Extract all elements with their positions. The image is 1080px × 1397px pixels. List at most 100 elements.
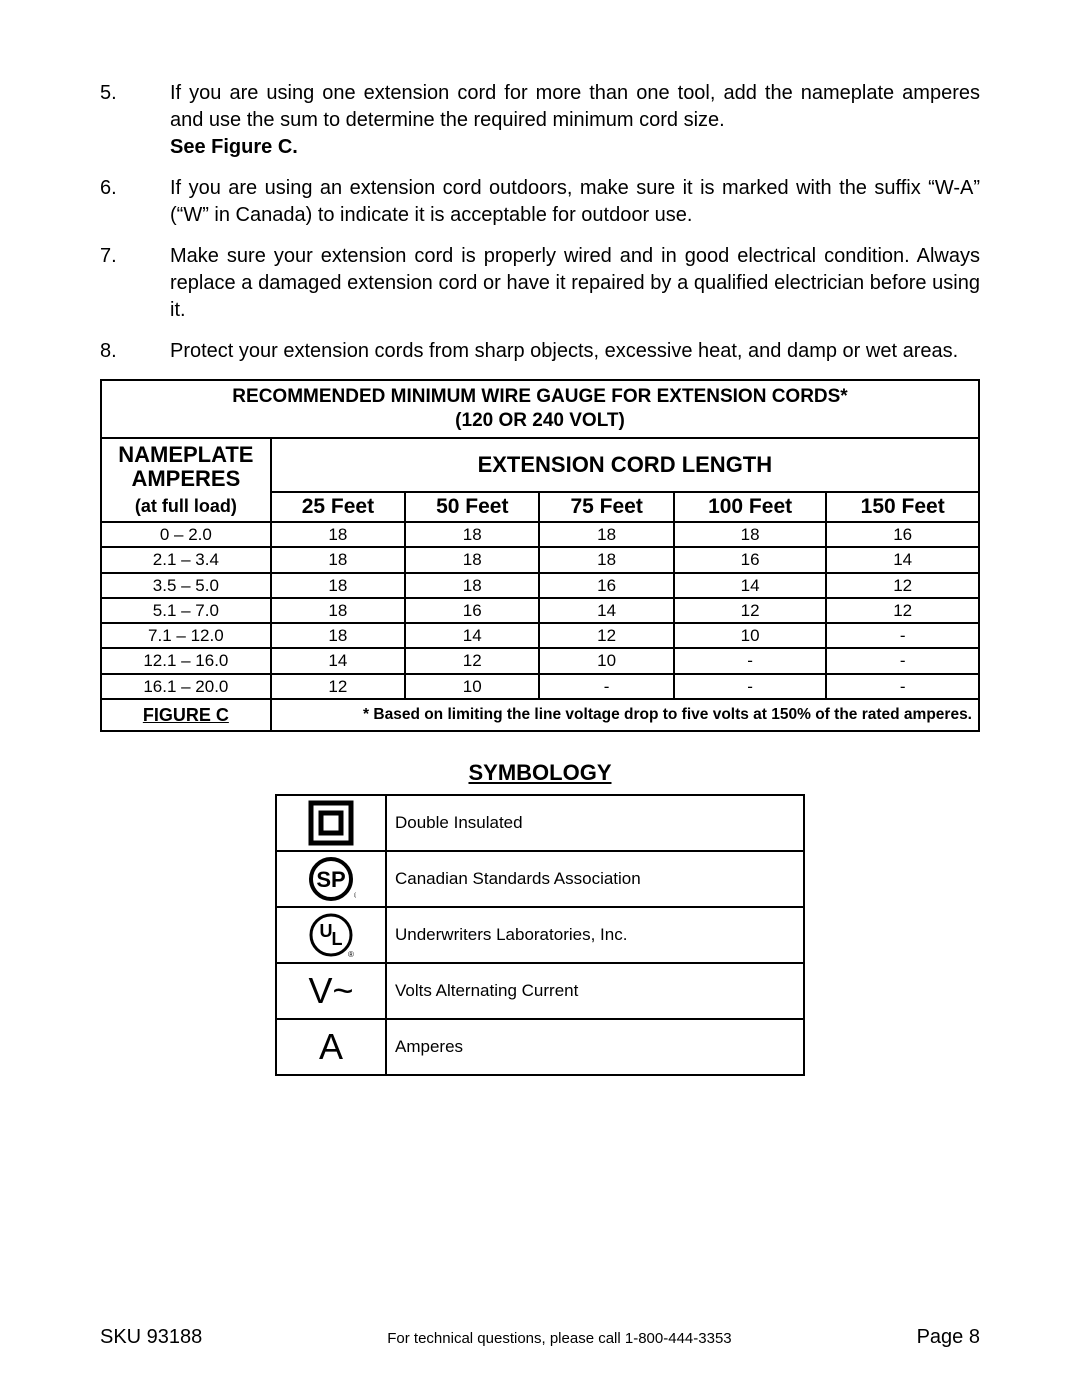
svg-text:®: ® (354, 891, 356, 900)
symbol-label: Amperes (386, 1019, 804, 1075)
table-row: 2.1 – 3.41818181614 (101, 547, 979, 572)
gauge-value: 10 (539, 648, 673, 673)
instruction-list: 5.If you are using one extension cord fo… (100, 80, 980, 365)
gauge-value: 12 (271, 674, 405, 699)
ul-icon: UL® (276, 907, 386, 963)
list-text: If you are using one extension cord for … (170, 80, 980, 161)
list-item: 6.If you are using an extension cord out… (100, 175, 980, 229)
gauge-value: 12 (674, 598, 827, 623)
gauge-value: 16 (826, 522, 979, 547)
gauge-value: 18 (674, 522, 827, 547)
gauge-value: 14 (405, 623, 539, 648)
gauge-value: - (674, 648, 827, 673)
gauge-value: 14 (271, 648, 405, 673)
symbology-row: UL®Underwriters Laboratories, Inc. (276, 907, 804, 963)
gauge-value: 18 (271, 573, 405, 598)
double-insulated-icon (276, 795, 386, 851)
feet-header: 100 Feet (674, 492, 827, 522)
symbology-row: AAmperes (276, 1019, 804, 1075)
symbology-table: Double Insulated SP ® Canadian Standards As… (275, 794, 805, 1076)
gauge-value: - (826, 623, 979, 648)
list-item: 7.Make sure your extension cord is prope… (100, 243, 980, 324)
gauge-value: 12 (826, 598, 979, 623)
svg-text:L: L (332, 929, 343, 949)
symbology-row: V~Volts Alternating Current (276, 963, 804, 1019)
symbol-label: Canadian Standards Association (386, 851, 804, 907)
support-phone: For technical questions, please call 1-8… (387, 1330, 731, 1347)
ampere-range: 0 – 2.0 (101, 522, 271, 547)
gauge-value: 18 (539, 547, 673, 572)
gauge-value: 18 (271, 623, 405, 648)
table-row: 0 – 2.01818181816 (101, 522, 979, 547)
gauge-value: 16 (674, 547, 827, 572)
table-row: 3.5 – 5.01818161412 (101, 573, 979, 598)
feet-header: 50 Feet (405, 492, 539, 522)
feet-header: 25 Feet (271, 492, 405, 522)
csa-icon: SP ® (276, 851, 386, 907)
ampere-range: 3.5 – 5.0 (101, 573, 271, 598)
gauge-value: 12 (405, 648, 539, 673)
gauge-value: - (826, 648, 979, 673)
table-row: 16.1 – 20.01210--- (101, 674, 979, 699)
nameplate-header-bot: (at full load) (101, 492, 271, 522)
sku-label: SKU 93188 (100, 1326, 202, 1349)
gauge-value: 12 (826, 573, 979, 598)
list-number: 6. (100, 175, 170, 229)
see-figure-ref: See Figure C. (170, 136, 298, 158)
ampere-range: 7.1 – 12.0 (101, 623, 271, 648)
list-number: 7. (100, 243, 170, 324)
list-item: 5.If you are using one extension cord fo… (100, 80, 980, 161)
gauge-value: 12 (539, 623, 673, 648)
gauge-value: 16 (405, 598, 539, 623)
table-footnote: * Based on limiting the line voltage dro… (271, 699, 979, 732)
page-footer: SKU 93188 For technical questions, pleas… (100, 1326, 980, 1349)
gauge-value: 18 (539, 522, 673, 547)
figure-c-label: FIGURE C (101, 699, 271, 732)
svg-text:SP: SP (316, 867, 345, 892)
list-text: If you are using an extension cord outdo… (170, 175, 980, 229)
table-row: 12.1 – 16.0141210-- (101, 648, 979, 673)
list-text: Protect your extension cords from sharp … (170, 338, 980, 365)
amp-icon: A (276, 1019, 386, 1075)
gauge-value: - (826, 674, 979, 699)
list-text: Make sure your extension cord is properl… (170, 243, 980, 324)
wire-gauge-table: RECOMMENDED MINIMUM WIRE GAUGE FOR EXTEN… (100, 379, 980, 732)
gauge-value: 10 (405, 674, 539, 699)
manual-page: 5.If you are using one extension cord fo… (0, 0, 1080, 1397)
list-number: 5. (100, 80, 170, 161)
table-title: RECOMMENDED MINIMUM WIRE GAUGE FOR EXTEN… (101, 380, 979, 438)
gauge-value: 14 (539, 598, 673, 623)
gauge-value: 18 (405, 573, 539, 598)
gauge-value: 14 (826, 547, 979, 572)
ampere-range: 12.1 – 16.0 (101, 648, 271, 673)
ampere-range: 2.1 – 3.4 (101, 547, 271, 572)
list-number: 8. (100, 338, 170, 365)
gauge-value: 18 (271, 522, 405, 547)
ampere-range: 16.1 – 20.0 (101, 674, 271, 699)
gauge-value: 18 (271, 598, 405, 623)
nameplate-header-top: NAMEPLATEAMPERES (101, 438, 271, 492)
symbology-heading: SYMBOLOGY (100, 760, 980, 786)
extension-length-header: EXTENSION CORD LENGTH (271, 438, 979, 492)
table-row: 5.1 – 7.01816141212 (101, 598, 979, 623)
gauge-value: - (674, 674, 827, 699)
gauge-value: 16 (539, 573, 673, 598)
svg-text:®: ® (348, 950, 354, 959)
symbology-row: SP ® Canadian Standards Association (276, 851, 804, 907)
vac-icon: V~ (276, 963, 386, 1019)
feet-header: 150 Feet (826, 492, 979, 522)
gauge-value: 18 (271, 547, 405, 572)
gauge-value: 18 (405, 522, 539, 547)
page-number: Page 8 (917, 1326, 980, 1349)
gauge-value: 10 (674, 623, 827, 648)
feet-header: 75 Feet (539, 492, 673, 522)
gauge-value: - (539, 674, 673, 699)
ampere-range: 5.1 – 7.0 (101, 598, 271, 623)
symbology-row: Double Insulated (276, 795, 804, 851)
symbol-label: Volts Alternating Current (386, 963, 804, 1019)
list-item: 8.Protect your extension cords from shar… (100, 338, 980, 365)
gauge-value: 18 (405, 547, 539, 572)
symbol-label: Double Insulated (386, 795, 804, 851)
symbol-label: Underwriters Laboratories, Inc. (386, 907, 804, 963)
gauge-value: 14 (674, 573, 827, 598)
